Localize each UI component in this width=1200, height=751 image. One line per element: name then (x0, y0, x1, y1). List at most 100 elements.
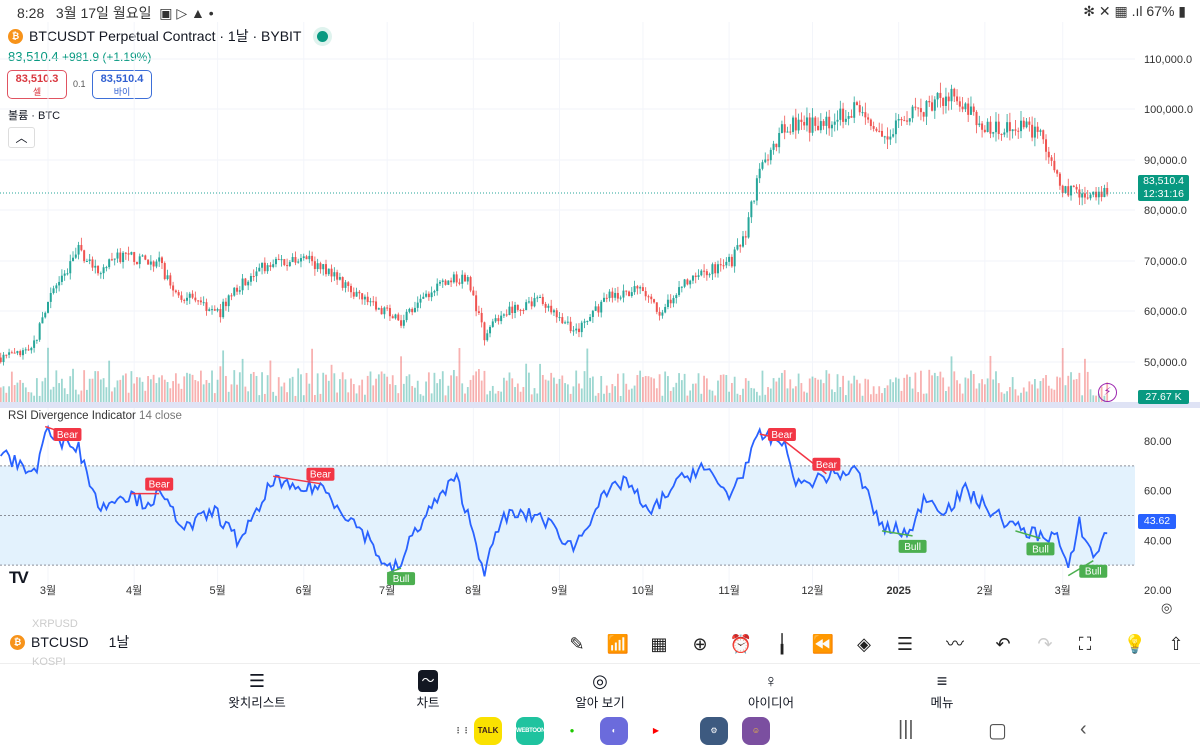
volume-bar (213, 393, 216, 402)
back-icon[interactable]: ‹ (1080, 718, 1087, 740)
candle (291, 257, 294, 263)
rsi-tick: 80.00 (1144, 436, 1172, 448)
layout-icon[interactable]: ▦ (650, 634, 668, 654)
candle (166, 275, 169, 280)
internet-icon[interactable]: ◐ (600, 717, 628, 745)
candle (672, 298, 675, 304)
volume-bar (639, 370, 642, 402)
bitcoin-icon: ₿ (8, 28, 23, 44)
chevron-up-icon[interactable]: ︿ (8, 127, 35, 148)
volume-bar (1017, 395, 1020, 402)
candle (705, 271, 708, 276)
volume-bar (933, 372, 936, 402)
chart-canvas[interactable]: 110,000.0 100,000.0 90,000.0 80,000.0 70,000… (0, 22, 1200, 628)
trend-icon[interactable]: 〰 (946, 634, 964, 654)
divergence-label-text: Bear (816, 460, 838, 471)
eye-icon[interactable]: ◎ (1161, 600, 1173, 615)
undo-icon[interactable]: ↶ (995, 634, 1011, 654)
volume-bar (733, 376, 736, 402)
volume-bar (16, 382, 19, 402)
volume-bar (642, 377, 644, 402)
idea-icon[interactable]: 💡 (1123, 634, 1147, 654)
candle (772, 143, 775, 150)
youtube-icon[interactable]: ▶ (642, 717, 670, 745)
symbol-selector[interactable]: ₿ BTCUSD 1날 (10, 632, 129, 652)
replay-icon[interactable]: ⏪ (811, 634, 835, 654)
volume-bar (633, 385, 636, 402)
symbol-title[interactable]: ₿ BTCUSDT Perpetual Contract · 1날 · BYBIT (8, 26, 329, 46)
candle (130, 252, 133, 255)
candle (786, 131, 789, 133)
lightning-icon[interactable]: ⚡ (1098, 383, 1117, 402)
candle (224, 301, 227, 307)
settings-icon[interactable]: ⚙ (700, 717, 728, 745)
nav-chart[interactable]: 〜 차트 (378, 670, 478, 711)
draw-icon[interactable]: ✎ (569, 634, 585, 654)
webtoon-icon[interactable]: WEBTOON (516, 717, 544, 745)
candle (580, 322, 583, 333)
add-icon[interactable]: ⊕ (692, 634, 708, 654)
alert-icon[interactable]: ⏰ (729, 634, 753, 654)
naver-icon[interactable]: ● (558, 717, 586, 745)
candle (769, 149, 772, 161)
candle (80, 244, 83, 251)
volume-bar (475, 371, 478, 402)
volume-bar (667, 376, 669, 402)
settings-icon[interactable]: ☰ (896, 634, 914, 654)
volume-bar (711, 390, 714, 402)
volume-bar (725, 374, 728, 402)
candle (147, 259, 150, 265)
volume-bar (878, 386, 881, 402)
candle (16, 351, 19, 354)
nav-watchlist[interactable]: ☰ 왓치리스트 (207, 670, 307, 711)
layers-icon[interactable]: ◈ (857, 634, 871, 654)
volume-bar (394, 385, 397, 402)
interval-selector[interactable]: 1날 (108, 634, 130, 650)
candle (1075, 186, 1078, 190)
kakaotalk-icon[interactable]: TALK (474, 717, 502, 745)
volume-bar (149, 379, 152, 402)
candle (572, 330, 575, 332)
volume-bar (49, 389, 52, 402)
candle (110, 259, 113, 261)
candle (183, 299, 186, 301)
nav-explore[interactable]: ◎ 알아 보기 (550, 670, 650, 711)
candle (577, 328, 580, 333)
redo-icon[interactable]: ↷ (1037, 634, 1053, 654)
nav-ideas[interactable]: ♀ 아이디어 (721, 670, 821, 711)
volume-bar (464, 393, 466, 402)
volume-bar (169, 388, 172, 402)
divergence-label-text: Bear (149, 480, 171, 491)
volume-bar (511, 378, 514, 402)
recent-apps-icon[interactable]: ||| (898, 718, 914, 740)
volume-bar (236, 384, 238, 402)
volume-bar (383, 373, 386, 402)
pane-separator[interactable] (0, 402, 1200, 408)
candle (939, 92, 942, 98)
volume-bar (389, 384, 391, 402)
volume-bar (327, 380, 330, 402)
volume-bar (764, 394, 767, 402)
clash-icon[interactable]: ☺ (742, 717, 770, 745)
candle (1089, 194, 1092, 199)
candle (464, 274, 466, 282)
share-icon[interactable]: ⇧ (1168, 634, 1184, 654)
fullscreen-icon[interactable]: ⛶ (1078, 634, 1092, 654)
time-tick: 10월 (632, 584, 654, 597)
buy-button[interactable]: 83,510.4 바이 (92, 70, 152, 99)
home-icon[interactable]: ▢ (988, 720, 1007, 742)
nav-menu[interactable]: ≡ 메뉴 (892, 670, 992, 711)
candle (1100, 191, 1103, 198)
volume-bar (33, 395, 35, 402)
candle (350, 285, 353, 293)
volume-bar (555, 383, 558, 402)
volume-bar (828, 373, 831, 402)
candle (805, 117, 808, 126)
candle (0, 357, 2, 363)
candle-type-icon[interactable]: ╽ (776, 634, 788, 654)
app-drawer-icon[interactable]: ⋮⋮ (448, 717, 476, 745)
indicators-icon[interactable]: 📶 (606, 634, 630, 654)
volume-bar (970, 370, 972, 402)
rsi-legend[interactable]: RSI Divergence Indicator 14 close (8, 410, 182, 422)
candle (363, 296, 366, 300)
